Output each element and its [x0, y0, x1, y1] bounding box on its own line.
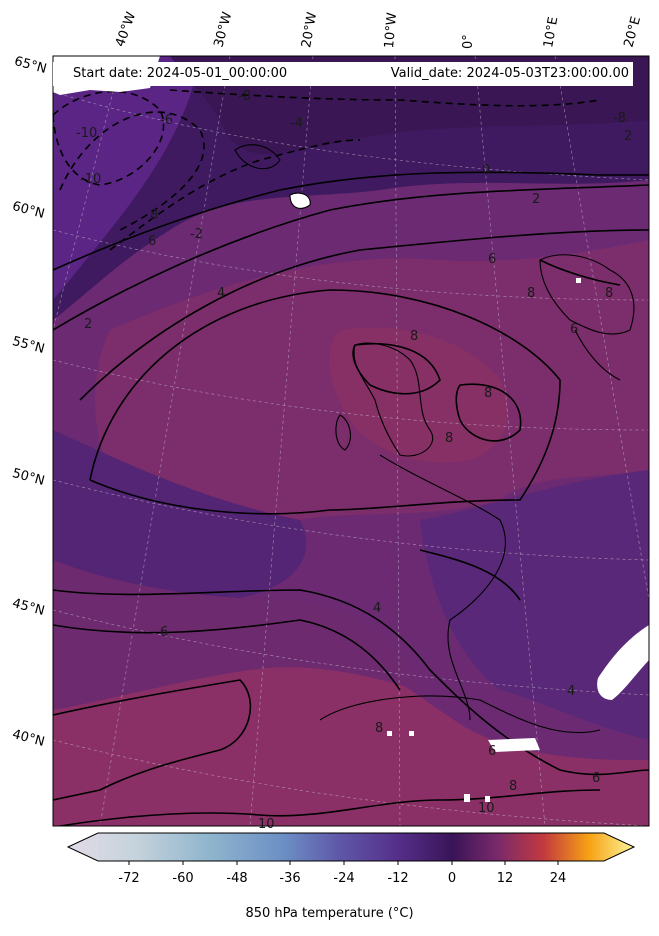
contour-label-layer: -10 -10 -8 -8 -6 -4 -2 0 2 2 2 4 4 4 6 6…: [76, 89, 632, 832]
contour-label: 8: [484, 386, 492, 401]
isotherm-contours: [53, 89, 649, 826]
contour-label: 4: [373, 601, 381, 616]
graticule: [53, 56, 649, 826]
map-frame: [52, 55, 650, 827]
contour-label: -8: [613, 111, 626, 126]
temperature-field: [53, 56, 649, 826]
lon-label: 0°: [461, 34, 476, 49]
colorbar-tick-label: -48: [226, 871, 248, 886]
contour-label: 4: [567, 684, 575, 699]
contour-label: 8: [410, 329, 418, 344]
contour-label: 8: [605, 286, 613, 301]
contour-label: -6: [160, 113, 173, 128]
date-header: Start date: 2024-05-01_00:00:00 Valid_da…: [53, 62, 633, 86]
colorbar-tick-label: 12: [496, 871, 514, 886]
lon-label: 10°W: [382, 11, 401, 49]
contour-label: 6: [488, 252, 496, 267]
contour-label: -10: [80, 172, 101, 187]
colorbar-tick-label: -24: [333, 871, 355, 886]
contour-label: -4: [290, 116, 303, 131]
contour-label: 6: [488, 744, 496, 759]
contour-label: 2: [624, 129, 632, 144]
contour-label: 8: [509, 779, 517, 794]
valid-date: Valid_date: 2024-05-03T23:00:00.00: [390, 66, 629, 81]
colorbar-tick-label: 24: [549, 871, 567, 886]
contour-label: -2: [190, 227, 203, 242]
contour-label: 8: [527, 286, 535, 301]
contour-label: 10: [258, 817, 275, 832]
colorbar-tick-label: -12: [387, 871, 409, 886]
contour-label: 8: [375, 721, 383, 736]
contour-label: 8: [445, 431, 453, 446]
contour-label: 6: [160, 625, 168, 640]
contour-label: 2: [84, 317, 92, 332]
colorbar-tick-label: 0: [447, 871, 457, 886]
contour-label: 2: [532, 192, 540, 207]
contour-label: -10: [76, 126, 97, 141]
colorbar-tick-label: -60: [172, 871, 194, 886]
contour-label: 6: [148, 234, 156, 249]
contour-label: 6: [570, 322, 578, 337]
start-date: Start date: 2024-05-01_00:00:00: [73, 66, 288, 81]
colorbar-strip: [66, 832, 636, 862]
colorbar-label: 850 hPa temperature (°C): [245, 906, 414, 921]
colorbar: [66, 832, 636, 865]
colorbar-tick-label: -72: [118, 871, 140, 886]
contour-label: 8: [150, 208, 158, 223]
contour-label: 4: [217, 286, 225, 301]
contour-label: 0: [482, 163, 490, 178]
colorbar-tick-label: -36: [279, 871, 301, 886]
contour-label: 6: [592, 771, 600, 786]
contour-label: 10: [478, 801, 495, 816]
contour-label: -8: [238, 89, 251, 104]
coastlines: [234, 144, 635, 734]
colorbar-ticks: [128, 861, 559, 865]
